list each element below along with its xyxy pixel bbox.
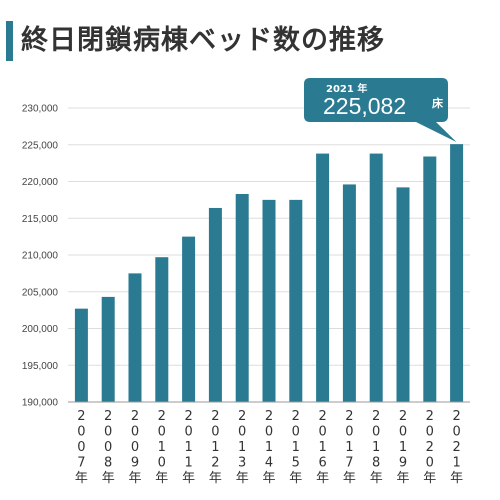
latest-value-callout: 2021 年 225,082 床 <box>304 78 457 143</box>
y-tick-label: 220,000 <box>22 177 59 188</box>
bar <box>155 257 169 402</box>
x-axis-tick-labels: 2 0 0 7 年 2 0 0 8 年 2 0 0 9 年 2 0 1 0 年 2 0 1 1 年 2 0 1 2 年 2 0 1 3 年 2 0 1 4 年… <box>75 409 463 486</box>
y-tick-label: 230,000 <box>22 104 59 115</box>
bar <box>74 308 88 402</box>
y-tick-label: 205,000 <box>22 287 59 298</box>
y-tick-label: 190,000 <box>22 398 59 409</box>
bars <box>74 144 464 403</box>
y-axis-tick-labels: 190,000 195,000 200,000 205,000 210,000 215,0… <box>22 104 59 409</box>
bar <box>235 193 249 402</box>
bar <box>208 207 222 402</box>
bar <box>182 236 196 402</box>
y-tick-label: 195,000 <box>22 361 59 372</box>
bar <box>369 153 383 402</box>
bar <box>101 296 115 402</box>
y-tick-label: 225,000 <box>22 140 59 151</box>
title-accent-bar <box>6 21 13 61</box>
bar <box>396 187 410 402</box>
bar <box>450 144 464 403</box>
y-tick-label: 210,000 <box>22 251 59 262</box>
bar <box>289 199 303 402</box>
callout-value: 225,082 <box>323 93 406 119</box>
callout-year-label: 2021 年 <box>326 82 367 95</box>
bar <box>342 184 356 402</box>
y-tick-label: 200,000 <box>22 324 59 335</box>
bar <box>316 153 330 402</box>
y-tick-label: 215,000 <box>22 214 59 225</box>
bar <box>262 199 276 402</box>
callout-unit: 床 <box>432 96 444 110</box>
callout-bubble <box>304 78 457 143</box>
bar <box>423 156 437 402</box>
chart-title: 終日閉鎖病棟ベッド数の推移 <box>21 25 385 56</box>
bar <box>128 273 142 402</box>
